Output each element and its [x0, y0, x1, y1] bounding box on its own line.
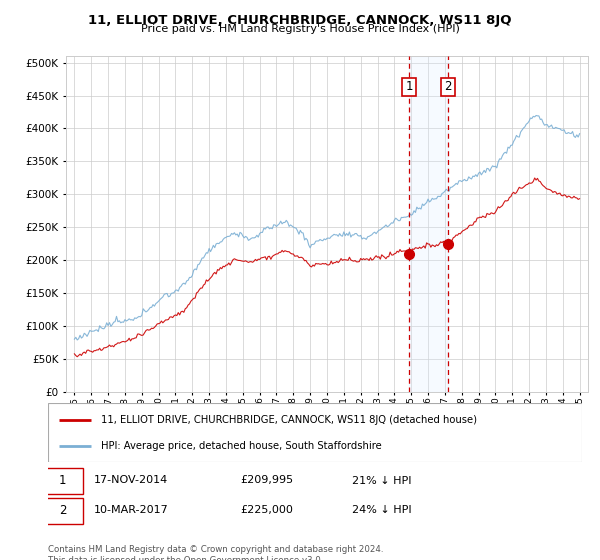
Text: 11, ELLIOT DRIVE, CHURCHBRIDGE, CANNOCK, WS11 8JQ (detached house): 11, ELLIOT DRIVE, CHURCHBRIDGE, CANNOCK,…	[101, 414, 478, 424]
Text: 2: 2	[445, 81, 452, 94]
Text: £209,995: £209,995	[240, 475, 293, 486]
Text: 21% ↓ HPI: 21% ↓ HPI	[352, 475, 412, 486]
Text: HPI: Average price, detached house, South Staffordshire: HPI: Average price, detached house, Sout…	[101, 441, 382, 451]
FancyBboxPatch shape	[43, 469, 83, 494]
Text: 2: 2	[59, 503, 66, 516]
FancyBboxPatch shape	[43, 498, 83, 524]
Text: 1: 1	[59, 474, 66, 487]
Text: 24% ↓ HPI: 24% ↓ HPI	[352, 505, 412, 515]
Text: 1: 1	[406, 81, 413, 94]
Text: 11, ELLIOT DRIVE, CHURCHBRIDGE, CANNOCK, WS11 8JQ: 11, ELLIOT DRIVE, CHURCHBRIDGE, CANNOCK,…	[88, 14, 512, 27]
Text: Price paid vs. HM Land Registry's House Price Index (HPI): Price paid vs. HM Land Registry's House …	[140, 24, 460, 34]
Bar	[409, 56, 448, 392]
Text: £225,000: £225,000	[240, 505, 293, 515]
Text: 10-MAR-2017: 10-MAR-2017	[94, 505, 168, 515]
Text: Contains HM Land Registry data © Crown copyright and database right 2024.
This d: Contains HM Land Registry data © Crown c…	[48, 545, 383, 560]
FancyBboxPatch shape	[48, 403, 582, 462]
Text: 17-NOV-2014: 17-NOV-2014	[94, 475, 167, 486]
